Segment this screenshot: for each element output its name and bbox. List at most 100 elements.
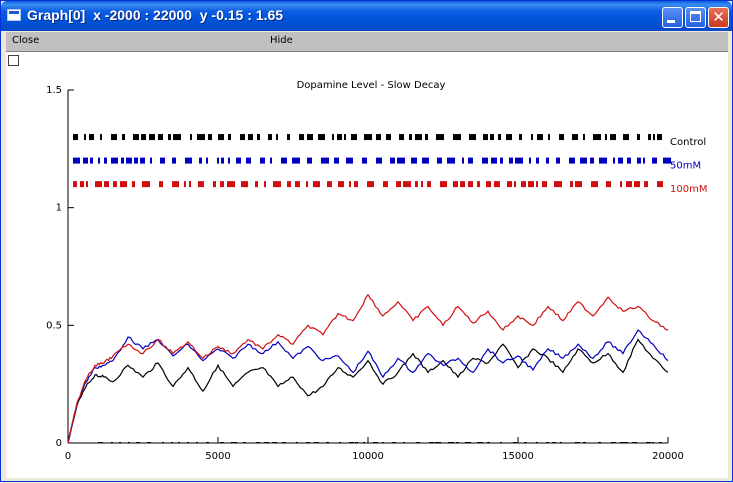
baseline-mark xyxy=(98,442,103,444)
chart-axes xyxy=(67,89,669,444)
spike-mark xyxy=(95,181,102,188)
menu-close[interactable]: Close xyxy=(12,35,40,46)
spike-mark xyxy=(425,134,428,141)
baseline-mark xyxy=(231,442,237,444)
series-line xyxy=(67,338,669,444)
spike-mark xyxy=(199,157,202,164)
baseline-mark xyxy=(187,442,189,444)
spike-mark xyxy=(620,181,622,188)
spike-mark xyxy=(217,157,219,164)
spike-mark xyxy=(362,157,367,164)
spike-mark xyxy=(120,181,127,188)
spike-mark xyxy=(287,134,290,141)
spike-mark xyxy=(80,181,84,188)
plot-area[interactable] xyxy=(6,52,728,478)
spike-mark xyxy=(494,181,500,188)
spike-mark xyxy=(273,181,281,188)
spike-mark xyxy=(168,134,171,141)
spike-mark xyxy=(422,157,429,164)
spike-mark xyxy=(569,157,575,164)
spike-mark xyxy=(548,134,550,141)
spike-mark xyxy=(236,157,241,164)
spike-mark xyxy=(351,134,357,141)
spike-mark xyxy=(469,134,476,141)
baseline-mark xyxy=(477,442,483,444)
minimize-button[interactable] xyxy=(662,7,683,28)
baseline-mark xyxy=(256,442,260,444)
baseline-mark xyxy=(206,442,209,444)
baseline-mark xyxy=(487,442,490,444)
spike-mark xyxy=(218,134,224,141)
spike-mark xyxy=(411,157,417,164)
spike-mark xyxy=(206,157,208,164)
spike-mark xyxy=(228,157,230,164)
spike-mark xyxy=(241,181,248,188)
spike-mark xyxy=(246,157,251,164)
baseline-mark xyxy=(147,442,151,444)
spike-mark xyxy=(537,134,543,141)
menu-bar: Close Hide xyxy=(6,32,728,52)
spike-mark xyxy=(653,134,655,141)
baseline-mark xyxy=(349,442,354,444)
title-bar[interactable]: Graph[0] x -2000 : 22000 y -0.15 : 1.65 … xyxy=(1,1,732,31)
spike-mark xyxy=(100,134,102,141)
spike-mark xyxy=(657,134,662,141)
baseline-mark xyxy=(272,442,277,444)
chart-labels: 0 0.5 1 1.5 0 5000 10000 15000 20000 Control 50mM 1… xyxy=(46,85,707,462)
spike-mark xyxy=(627,157,631,164)
spike-mark xyxy=(462,157,464,164)
spike-mark xyxy=(606,181,611,188)
spike-mark xyxy=(332,134,334,141)
spike-mark xyxy=(591,181,598,188)
spike-mark xyxy=(173,134,181,141)
spike-mark xyxy=(657,181,663,188)
y-tick-label: 0.5 xyxy=(46,320,62,331)
spike-mark xyxy=(396,181,401,188)
spike-mark xyxy=(255,181,258,188)
spike-mark xyxy=(593,134,601,141)
baseline-mark xyxy=(546,442,549,444)
spike-mark xyxy=(240,134,245,141)
x-tick-label: 15000 xyxy=(502,451,534,462)
spike-mark xyxy=(113,181,117,188)
spike-mark xyxy=(158,134,163,141)
spike-mark xyxy=(500,157,503,164)
spike-mark xyxy=(307,157,312,164)
maximize-button[interactable] xyxy=(685,7,706,28)
spike-mark xyxy=(556,157,560,164)
spike-mark xyxy=(134,157,138,164)
spike-mark xyxy=(521,181,526,188)
spike-mark xyxy=(453,134,461,141)
spike-mark xyxy=(486,181,491,188)
spike-mark xyxy=(276,134,278,141)
menu-hide[interactable]: Hide xyxy=(270,35,293,46)
spike-mark xyxy=(228,134,231,141)
spike-mark xyxy=(483,134,488,141)
baseline-mark xyxy=(513,442,517,444)
baseline-mark xyxy=(264,442,269,444)
spike-mark xyxy=(386,134,391,141)
close-window-button[interactable]: ✕ xyxy=(708,7,729,28)
spike-mark xyxy=(482,157,488,164)
spike-mark xyxy=(546,157,549,164)
spike-mark xyxy=(468,157,473,164)
spike-mark xyxy=(281,157,287,164)
baseline-mark xyxy=(392,442,396,444)
y-tick-label: 1 xyxy=(56,203,62,214)
baseline-mark xyxy=(382,442,384,444)
spike-mark xyxy=(344,134,346,141)
x-tick-label: 5000 xyxy=(205,451,230,462)
spike-mark xyxy=(133,134,139,141)
spike-mark xyxy=(421,181,423,188)
baseline-mark xyxy=(465,442,471,444)
spike-mark xyxy=(122,134,125,141)
spike-mark xyxy=(613,157,615,164)
spike-mark xyxy=(185,157,192,164)
series-line xyxy=(67,329,669,444)
spike-mark xyxy=(159,181,163,188)
graph-checkbox[interactable] xyxy=(8,55,19,66)
spike-mark xyxy=(367,181,374,188)
x-tick-label: 0 xyxy=(65,451,71,462)
spike-mark xyxy=(140,157,145,164)
window-app-icon xyxy=(7,9,21,21)
